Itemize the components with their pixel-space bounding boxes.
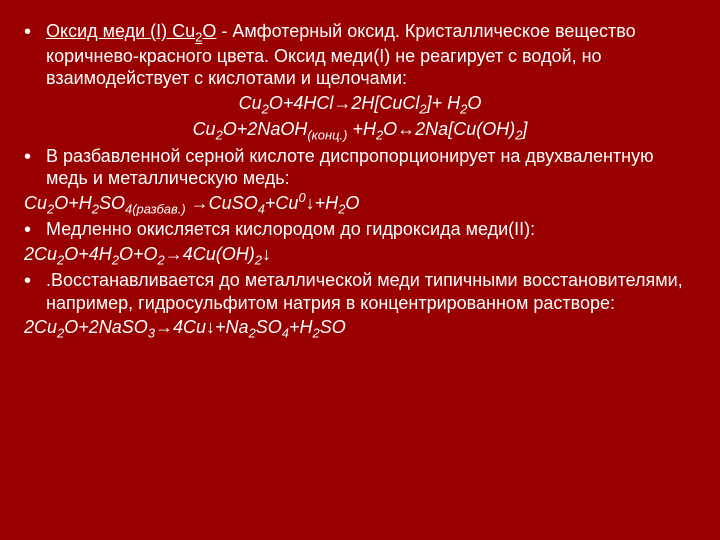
text-run: 2 <box>92 201 99 216</box>
text-run: 2 <box>255 252 262 267</box>
text-run: 2 <box>216 128 223 143</box>
text-run: ]+ H <box>427 93 461 113</box>
text-run: 4(разбав.) <box>125 201 186 216</box>
text-run: O+O <box>119 244 158 264</box>
text-run: →CuSO <box>186 193 258 213</box>
text-run: SO <box>320 317 346 337</box>
equation: 2Cu2O+2NaSO3→4Cu↓+Na2SO4+H2SO <box>24 316 696 341</box>
text-run: ↓+H <box>306 193 339 213</box>
text-run: 2 <box>112 252 119 267</box>
text-run: SO <box>99 193 125 213</box>
text-run: Cu <box>24 193 47 213</box>
text-run: 2 <box>313 326 320 341</box>
text-run: O <box>345 193 359 213</box>
bullet-item: .Восстанавливается до металлической меди… <box>24 269 696 314</box>
text-run: ] <box>522 119 527 139</box>
text-run: 2 <box>419 101 426 116</box>
text-run: +H <box>347 119 376 139</box>
equation: 2Cu2O+4H2O+O2→4Cu(OH)2↓ <box>24 243 696 268</box>
equation: Cu2O+4HCl→2H[CuCl2]+ H2O <box>24 92 696 117</box>
text-run: O <box>202 21 216 41</box>
bullet-item: Оксид меди (I) Cu2O - Амфотерный оксид. … <box>24 20 696 90</box>
equation: Cu2O+2NaOH(конц.) +H2O↔2Na[Cu(OH)2] <box>24 118 696 143</box>
text-run: →4Cu(OH) <box>165 244 255 264</box>
text-run: →4Cu↓+Na <box>155 317 249 337</box>
text-run: Cu <box>193 119 216 139</box>
text-run: 3 <box>148 326 155 341</box>
text-run: O+4H <box>64 244 112 264</box>
text-run: O+H <box>54 193 92 213</box>
text-run: O+2NaSO <box>64 317 148 337</box>
text-run: Медленно окисляется кислородом до гидрок… <box>46 219 535 239</box>
bullet-item: В разбавленной серной кислоте диспропорц… <box>24 145 696 190</box>
text-run: 2Cu <box>24 244 57 264</box>
text-run: 2 <box>262 101 269 116</box>
text-run: +Cu <box>265 193 299 213</box>
text-run: .Восстанавливается до металлической меди… <box>46 270 683 313</box>
text-run: (конц.) <box>307 128 347 143</box>
text-run: O+4HCl→2H[CuCl <box>269 93 420 113</box>
text-run: Cu <box>239 93 262 113</box>
text-run: 2 <box>158 252 165 267</box>
bullet-item: Медленно окисляется кислородом до гидрок… <box>24 218 696 241</box>
text-run: 0 <box>298 190 305 205</box>
bullet-list: Оксид меди (I) Cu2O - Амфотерный оксид. … <box>24 20 696 341</box>
text-run: 4 <box>258 201 265 216</box>
text-run: В разбавленной серной кислоте диспропорц… <box>46 146 654 189</box>
text-run: +H <box>289 317 313 337</box>
text-run: 2 <box>249 326 256 341</box>
text-run: 4 <box>282 326 289 341</box>
text-run: SO <box>256 317 282 337</box>
text-run: 2Cu <box>24 317 57 337</box>
text-run: O <box>467 93 481 113</box>
text-run: Оксид меди (I) Cu <box>46 21 195 41</box>
text-run: ↓ <box>262 244 271 264</box>
text-run: O↔2Na[Cu(OH) <box>383 119 515 139</box>
equation: Cu2O+H2SO4(разбав.) →CuSO4+Cu0↓+H2O <box>24 192 696 217</box>
text-run: O+2NaOH <box>223 119 308 139</box>
